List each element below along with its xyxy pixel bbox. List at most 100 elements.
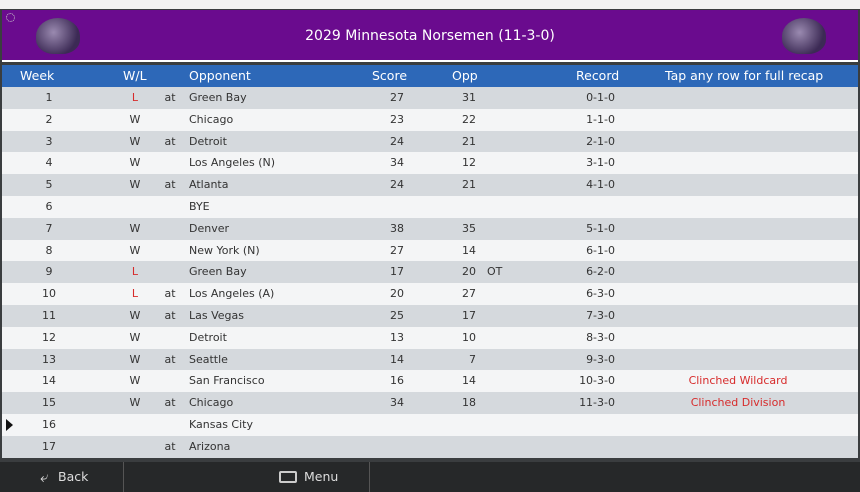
site: at — [164, 178, 176, 192]
table-header: Week W/L Opponent Score Opp Record Tap a… — [2, 65, 858, 87]
result: W — [129, 374, 141, 388]
site: at — [164, 439, 176, 453]
opp: 21 — [462, 178, 476, 192]
opp: 35 — [462, 221, 476, 235]
week: 1 — [45, 91, 53, 104]
column-header: W/L — [123, 68, 147, 83]
opp: 7 — [469, 352, 476, 366]
record: 6-2-0 — [586, 265, 615, 279]
result: W — [129, 330, 141, 344]
week: 16 — [42, 418, 56, 431]
score: 14 — [390, 352, 404, 366]
opponent: Las Vegas — [189, 309, 244, 322]
score: 23 — [390, 112, 404, 126]
column-header: Week — [20, 68, 55, 83]
opp: 14 — [462, 243, 476, 257]
opponent: Seattle — [189, 352, 228, 366]
column-header: Opp — [452, 68, 478, 83]
record: 11-3-0 — [579, 396, 615, 410]
schedule-row[interactable]: 7 W Denver 38 35 5-1-0 — [2, 217, 858, 240]
result: L — [131, 265, 139, 279]
opponent: Detroit — [189, 330, 227, 344]
back-label: Back — [58, 469, 89, 484]
menu-label: Menu — [304, 469, 339, 484]
site: at — [164, 134, 176, 148]
site: at — [164, 309, 176, 322]
opp: 10 — [462, 330, 476, 344]
note: Clinched Division — [690, 396, 786, 410]
result: L — [131, 91, 139, 104]
window-chrome — [0, 0, 860, 9]
week: 15 — [42, 396, 56, 410]
opponent: New York (N) — [189, 243, 260, 257]
result: W — [129, 352, 141, 366]
site: at — [164, 396, 176, 410]
schedule-row[interactable]: 12 W Detroit 13 10 8-3-0 — [2, 326, 858, 349]
week: 7 — [45, 221, 53, 235]
schedule-row[interactable]: 4 W Los Angeles (N) 34 12 3-1-0 — [2, 152, 858, 175]
result: W — [129, 112, 141, 126]
result: W — [129, 396, 141, 410]
record: 7-3-0 — [586, 309, 615, 322]
page-title: 2029 Minnesota Norsemen (11-3-0) — [305, 28, 555, 44]
opponent: Detroit — [189, 134, 227, 148]
record: 6-1-0 — [586, 243, 615, 257]
team-logo — [782, 18, 826, 54]
record: 3-1-0 — [586, 156, 615, 170]
record: 5-1-0 — [586, 221, 615, 235]
record: 10-3-0 — [579, 374, 615, 388]
ot: OT — [487, 265, 503, 279]
record: 2-1-0 — [586, 134, 615, 148]
team-header: 2029 Minnesota Norsemen (11-3-0) — [2, 10, 858, 62]
record: 9-3-0 — [586, 352, 615, 366]
opp: 21 — [462, 134, 476, 148]
score: 25 — [390, 309, 404, 322]
record: 4-1-0 — [586, 178, 615, 192]
site: at — [164, 352, 176, 366]
record: 6-3-0 — [586, 287, 615, 301]
result: W — [129, 156, 141, 170]
result: W — [129, 134, 141, 148]
result: L — [131, 287, 139, 301]
menu-button[interactable]: Menu — [124, 462, 370, 492]
schedule-row[interactable]: 9 L Green Bay 17 20 OT 6-2-0 — [2, 261, 858, 284]
opponent: Green Bay — [189, 91, 247, 104]
opp: 27 — [462, 287, 476, 301]
schedule-row[interactable]: 14 W San Francisco 16 14 10-3-0 Clinched Wildc… — [2, 370, 858, 393]
opponent: Chicago — [189, 396, 234, 410]
schedule-row[interactable]: 8 W New York (N) 27 14 6-1-0 — [2, 239, 858, 262]
week: 9 — [45, 265, 53, 279]
week: 12 — [42, 330, 56, 344]
week: 6 — [45, 200, 53, 213]
score: 27 — [390, 91, 404, 104]
opp: 22 — [462, 112, 476, 126]
schedule-row[interactable]: 6 BYE — [2, 196, 858, 218]
opp: 18 — [462, 396, 476, 410]
opp: 20 — [462, 265, 476, 279]
settings-icon[interactable] — [6, 13, 15, 22]
schedule-row[interactable]: 16 Kansas City — [2, 414, 858, 436]
schedule-row[interactable]: 17 at Arizona — [2, 435, 858, 458]
score: 20 — [390, 287, 404, 301]
week: 5 — [45, 178, 53, 192]
result: W — [129, 243, 141, 257]
score: 13 — [390, 330, 404, 344]
week: 11 — [42, 309, 56, 322]
result: W — [129, 221, 141, 235]
week: 4 — [45, 156, 53, 170]
opponent: BYE — [189, 200, 210, 213]
back-button[interactable]: ⤶ Back — [0, 462, 124, 492]
week: 14 — [42, 374, 56, 388]
menu-icon — [279, 471, 297, 483]
opponent: Kansas City — [189, 418, 253, 431]
week: 13 — [42, 352, 56, 366]
schedule-row[interactable]: 2 W Chicago 23 22 1-1-0 — [2, 108, 858, 131]
current-week-marker — [6, 419, 13, 431]
